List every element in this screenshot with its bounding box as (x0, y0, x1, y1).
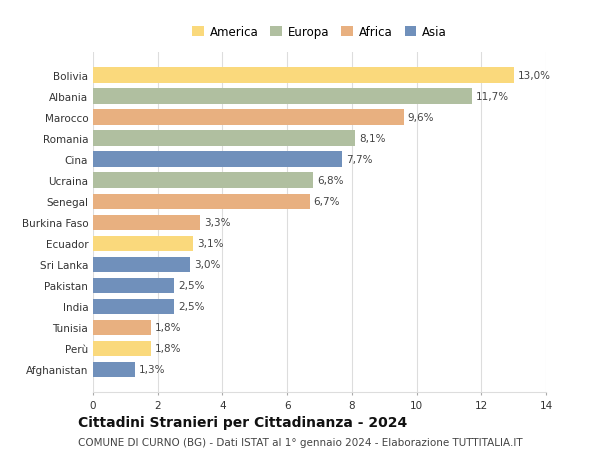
Bar (93, 257, 190, 272)
Text: 2,5%: 2,5% (178, 280, 204, 291)
Text: Cittadini Stranieri per Cittadinanza - 2024: Cittadini Stranieri per Cittadinanza - 2… (78, 415, 407, 429)
Bar (93, 341, 151, 356)
Bar (93, 278, 174, 293)
Bar (93, 131, 355, 146)
Bar (93, 236, 193, 251)
Text: 13,0%: 13,0% (518, 71, 551, 81)
Text: 11,7%: 11,7% (475, 92, 509, 102)
Bar (93, 68, 514, 84)
Bar (93, 362, 135, 377)
Text: 2,5%: 2,5% (178, 302, 204, 312)
Text: COMUNE DI CURNO (BG) - Dati ISTAT al 1° gennaio 2024 - Elaborazione TUTTITALIA.I: COMUNE DI CURNO (BG) - Dati ISTAT al 1° … (78, 437, 523, 447)
Text: 7,7%: 7,7% (346, 155, 373, 165)
Bar (93, 215, 200, 230)
Legend: America, Europa, Africa, Asia: America, Europa, Africa, Asia (187, 21, 452, 44)
Text: 3,0%: 3,0% (194, 260, 220, 269)
Text: 3,1%: 3,1% (197, 239, 224, 249)
Bar (93, 110, 404, 125)
Bar (93, 299, 174, 314)
Text: 1,8%: 1,8% (155, 323, 182, 332)
Text: 6,7%: 6,7% (314, 196, 340, 207)
Text: 3,3%: 3,3% (203, 218, 230, 228)
Text: 8,1%: 8,1% (359, 134, 385, 144)
Text: 9,6%: 9,6% (407, 113, 434, 123)
Text: 6,8%: 6,8% (317, 176, 343, 185)
Bar (93, 89, 472, 104)
Bar (93, 320, 151, 335)
Text: 1,8%: 1,8% (155, 343, 182, 353)
Bar (93, 152, 342, 167)
Bar (93, 173, 313, 188)
Text: 1,3%: 1,3% (139, 364, 166, 375)
Bar (93, 194, 310, 209)
